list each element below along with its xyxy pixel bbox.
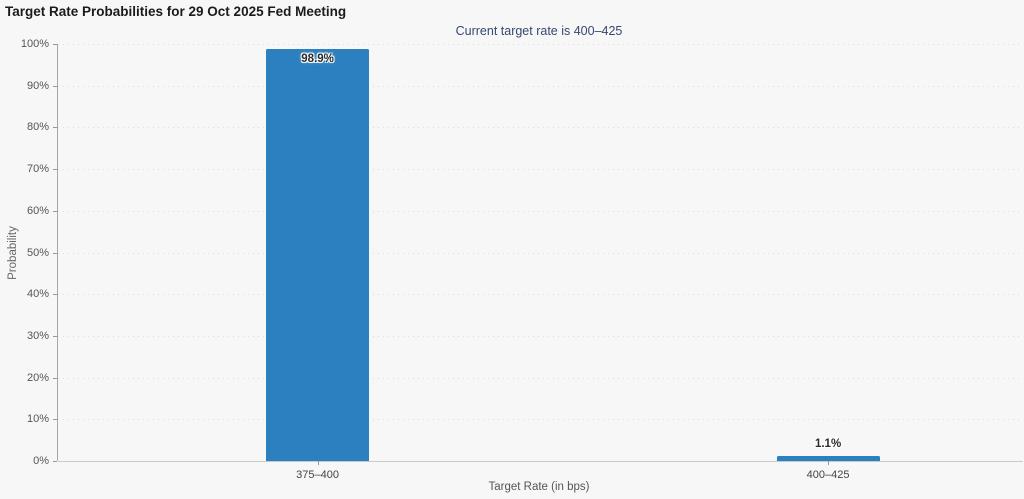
y-axis-tick — [53, 44, 57, 45]
gridline — [58, 169, 1023, 171]
gridline — [58, 377, 1023, 379]
probability-bar[interactable] — [776, 456, 880, 461]
plot-area: 0% 10% 20% 30% 40% 50% 60% 70% 80% 90% 100% 98.9% 37… — [21, 38, 1023, 481]
gridline — [58, 335, 1023, 337]
y-axis-title: Probability — [7, 226, 19, 280]
gridline — [58, 461, 1023, 462]
y-tick-label: 50% — [26, 246, 49, 259]
gridline — [58, 127, 1023, 129]
gridline — [58, 210, 1023, 212]
x-axis-tick — [828, 461, 830, 465]
y-axis-tick — [53, 335, 57, 337]
chart-subtitle: Current target rate is 400–425 — [455, 24, 623, 38]
y-tick-label: 40% — [26, 288, 49, 301]
y-tick-label: 0% — [33, 455, 49, 467]
y-tick-label: 80% — [26, 121, 49, 134]
x-axis-title: Target Rate (in bps) — [488, 481, 590, 493]
y-axis-tick — [53, 252, 57, 254]
y-tick-label: 100% — [20, 38, 49, 50]
y-axis-tick — [53, 210, 57, 212]
bar-value-label: 1.1% — [814, 438, 842, 451]
y-axis-tick — [53, 461, 57, 462]
y-tick-label: 90% — [26, 79, 49, 92]
x-tick-label: 400–425 — [806, 469, 850, 481]
x-axis-tick — [317, 461, 319, 465]
y-axis-tick — [53, 377, 57, 379]
y-tick-label: 70% — [26, 163, 49, 176]
gridline — [58, 85, 1023, 87]
gridline — [58, 252, 1023, 254]
y-axis-tick — [53, 127, 57, 129]
y-axis-tick — [53, 85, 57, 87]
y-axis-tick — [53, 294, 57, 296]
y-tick-label: 60% — [26, 204, 49, 217]
bar-value-label: 98.9% — [301, 52, 334, 65]
probability-bar[interactable] — [266, 48, 370, 461]
y-tick-label: 20% — [26, 371, 49, 384]
x-tick-label: 375–400 — [296, 469, 339, 481]
y-axis-tick — [53, 169, 57, 171]
y-axis-tick — [53, 419, 57, 421]
y-tick-label: 10% — [26, 413, 49, 426]
y-tick-label: 30% — [26, 329, 49, 342]
gridline — [58, 419, 1023, 421]
gridline — [58, 44, 1023, 45]
gridline — [58, 294, 1023, 296]
chart-title: Target Rate Probabilities for 29 Oct 202… — [5, 4, 347, 19]
